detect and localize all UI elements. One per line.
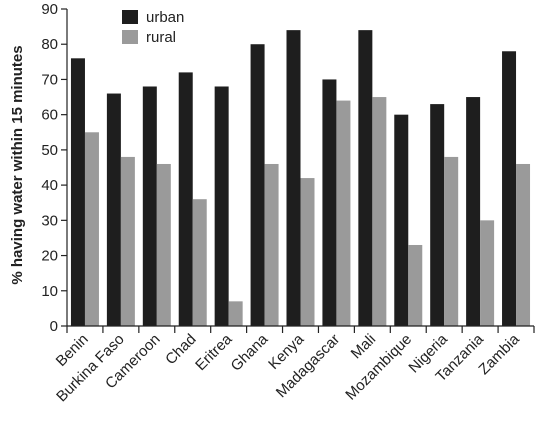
bar-rural-cameroon [156,163,171,326]
x-tick-label: Mozambique [342,331,415,404]
bar-rural-benin [84,132,99,326]
y-tick-label: 10 [41,283,58,300]
y-tick-label: 60 [41,107,58,124]
bar-urban-ghana [250,44,265,326]
bar-rural-burkina-faso [120,156,135,326]
bar-rural-mozambique [408,244,423,326]
bar-urban-zambia [502,51,517,327]
y-tick-label: 0 [50,318,58,335]
x-tick-label: Mali [348,331,379,362]
legend-swatch-rural [122,30,138,44]
x-tick-label: Eritrea [192,330,236,374]
y-tick-label: 40 [41,177,58,194]
legend-label-urban: urban [146,9,184,26]
bar-urban-chad [178,72,193,327]
bar-urban-nigeria [430,104,445,326]
bar-rural-kenya [300,178,315,326]
bar-rural-eritrea [228,301,243,326]
bar-urban-mozambique [394,114,409,327]
bar-urban-burkina-faso [106,93,121,327]
bar-rural-tanzania [480,220,495,326]
y-tick-label: 50 [41,142,58,159]
bar-rural-zambia [516,163,531,326]
legend-label-rural: rural [146,29,176,46]
legend: urban rural [122,9,184,46]
y-tick-label: 70 [41,71,58,88]
bar-rural-mali [372,97,387,326]
bar-urban-cameroon [142,86,157,326]
y-tick-label: 90 [41,1,58,18]
y-axis: 0 10 20 30 40 50 60 70 80 90 [41,1,68,335]
bar-urban-mali [358,30,373,327]
y-tick-label: 20 [41,248,58,265]
y-axis-label: % having water within 15 minutes [9,45,26,284]
y-tick-label: 80 [41,36,58,53]
bar-urban-eritrea [214,86,229,326]
bar-urban-madagascar [322,79,337,326]
bar-urban-kenya [286,30,301,327]
bar-rural-chad [192,199,207,326]
x-tick-label: Ghana [228,330,272,374]
bar-rural-ghana [264,163,279,326]
bar-rural-madagascar [336,100,351,326]
bar-rural-nigeria [444,156,459,326]
bar-urban-tanzania [466,97,481,326]
bar-urban-benin [70,58,85,327]
x-tick-label: Zambia [475,330,523,378]
legend-swatch-urban [122,10,138,24]
bars [70,30,531,327]
y-tick-label: 30 [41,212,58,229]
